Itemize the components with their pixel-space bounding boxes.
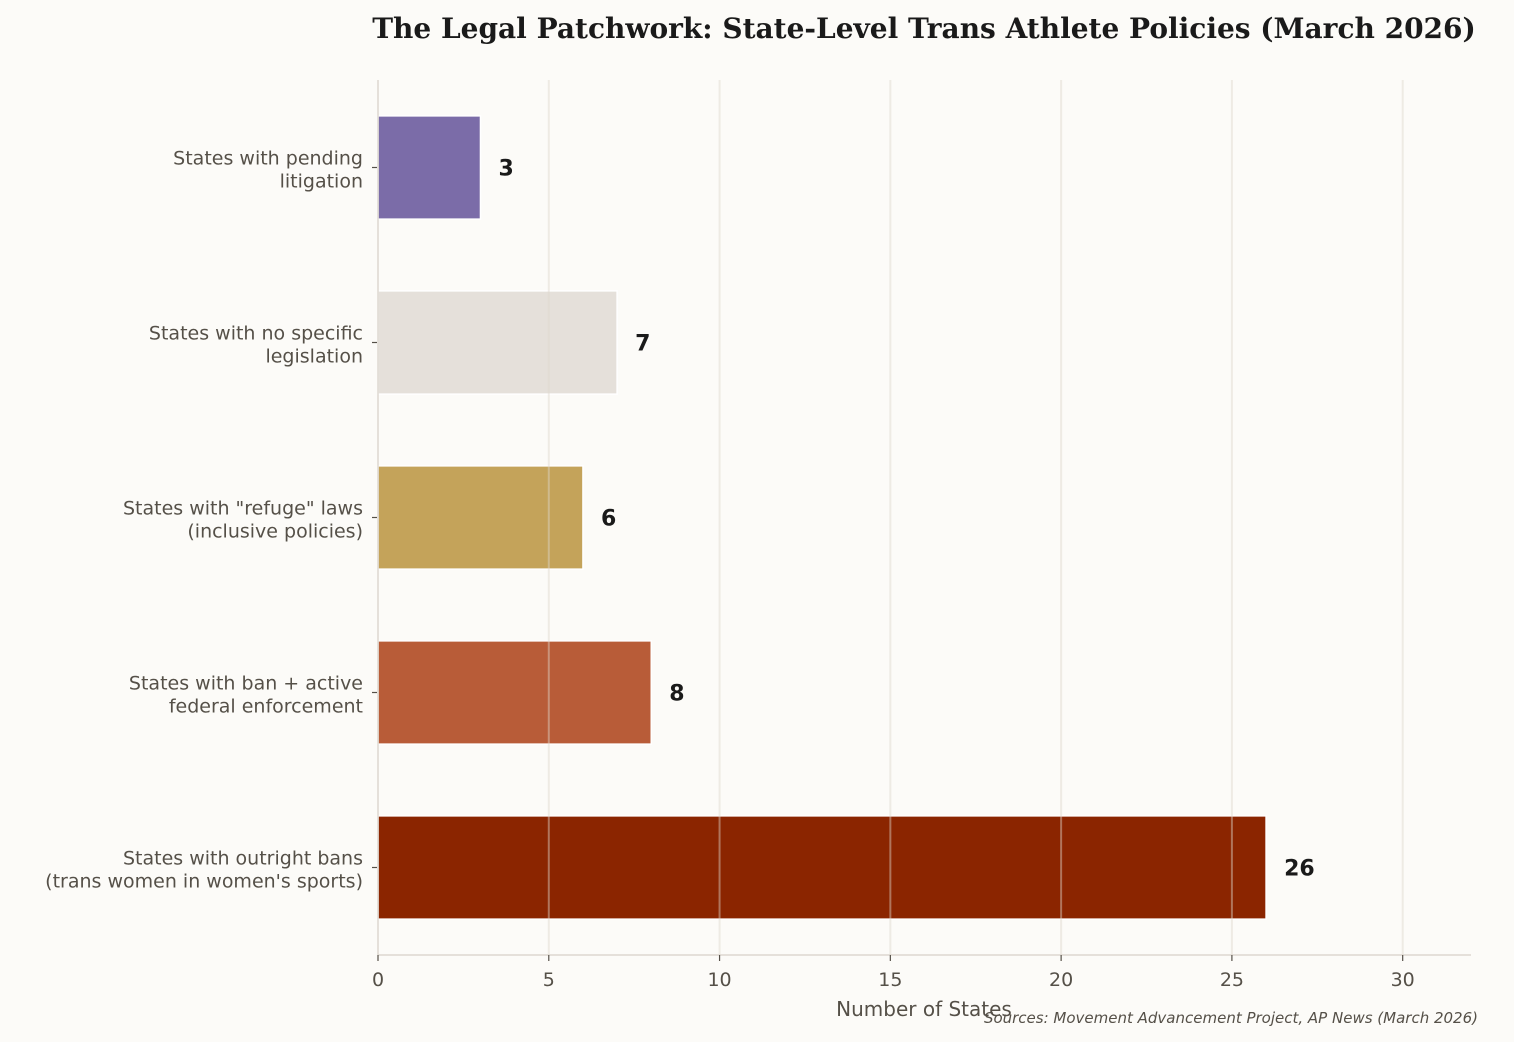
value-label: 26: [1284, 857, 1315, 882]
bar: [377, 290, 618, 395]
bar: [377, 465, 584, 570]
bar: [377, 815, 1267, 920]
value-label: 7: [635, 332, 650, 357]
value-label: 3: [498, 157, 513, 182]
source-note: Sources: Movement Advancement Project, A…: [984, 1009, 1478, 1027]
x-tick-label: 10: [707, 969, 731, 991]
x-tick-label: 0: [372, 969, 384, 991]
y-tick-label: States with no specific legislation: [149, 323, 363, 368]
y-tick-label: States with outright bans (trans women in…: [45, 848, 363, 893]
x-tick-label: 15: [878, 969, 902, 991]
bar: [377, 640, 652, 745]
x-tick-label: 20: [1049, 969, 1073, 991]
value-label: 6: [601, 507, 616, 532]
bar: [377, 115, 482, 220]
y-tick-label: States with ban + active federal enforcem…: [129, 673, 363, 718]
x-tick-label: 5: [543, 969, 555, 991]
y-tick-label: States with pending litigation: [173, 148, 363, 193]
chart-title: The Legal Patchwork: State-Level Trans A…: [372, 12, 1476, 45]
x-axis-label: Number of States: [836, 997, 1012, 1021]
value-label: 8: [669, 682, 684, 707]
y-tick-label: States with "refuge" laws (inclusive poli…: [123, 498, 363, 543]
x-tick-label: 25: [1220, 969, 1244, 991]
x-tick-label: 30: [1391, 969, 1415, 991]
